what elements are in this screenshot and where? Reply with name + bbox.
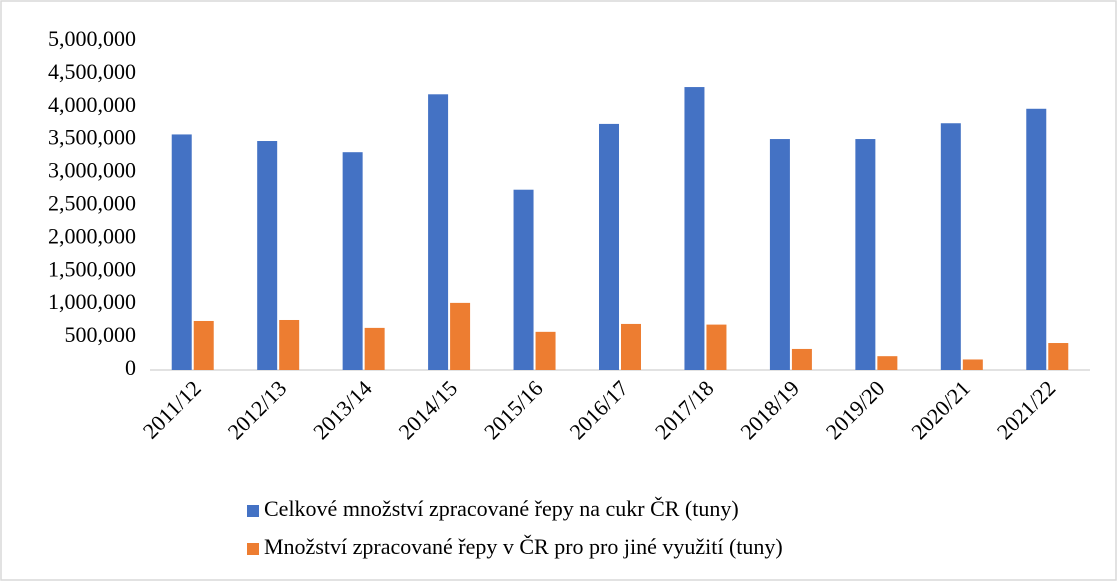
bar — [855, 139, 876, 370]
y-tick-label: 500,000 — [65, 322, 137, 347]
bar — [940, 123, 961, 370]
bar — [621, 323, 641, 370]
legend-label: Množství zpracované řepy v ČR pro pro ji… — [264, 534, 783, 559]
bar — [1026, 108, 1047, 371]
y-tick-label: 0 — [125, 355, 136, 380]
y-tick-label: 2,500,000 — [48, 191, 136, 216]
bar — [599, 123, 619, 371]
bar — [171, 134, 192, 370]
y-tick-label: 3,000,000 — [48, 158, 136, 183]
y-tick-label: 4,500,000 — [48, 59, 136, 84]
bar — [193, 320, 214, 370]
bar — [257, 141, 278, 370]
bar — [342, 152, 363, 370]
bar — [877, 356, 898, 370]
bar — [791, 348, 812, 370]
legend-swatch — [247, 543, 259, 555]
bar — [769, 139, 790, 370]
y-tick-label: 3,500,000 — [48, 125, 136, 150]
bar — [513, 189, 534, 370]
legend-swatch — [247, 505, 259, 517]
bar — [962, 359, 983, 370]
bar — [1048, 343, 1069, 370]
bar — [450, 302, 471, 370]
bar — [535, 331, 556, 370]
y-tick-label: 4,000,000 — [48, 92, 136, 117]
bar — [364, 327, 385, 370]
bar — [279, 319, 300, 370]
legend-label: Celkové množství zpracované řepy na cukr… — [264, 496, 739, 521]
bar — [706, 324, 727, 370]
bar — [428, 94, 449, 370]
y-tick-label: 1,000,000 — [48, 289, 136, 314]
y-tick-label: 5,000,000 — [48, 26, 136, 51]
bar — [684, 87, 705, 370]
y-tick-label: 1,500,000 — [48, 256, 136, 281]
y-tick-label: 2,000,000 — [48, 223, 136, 248]
